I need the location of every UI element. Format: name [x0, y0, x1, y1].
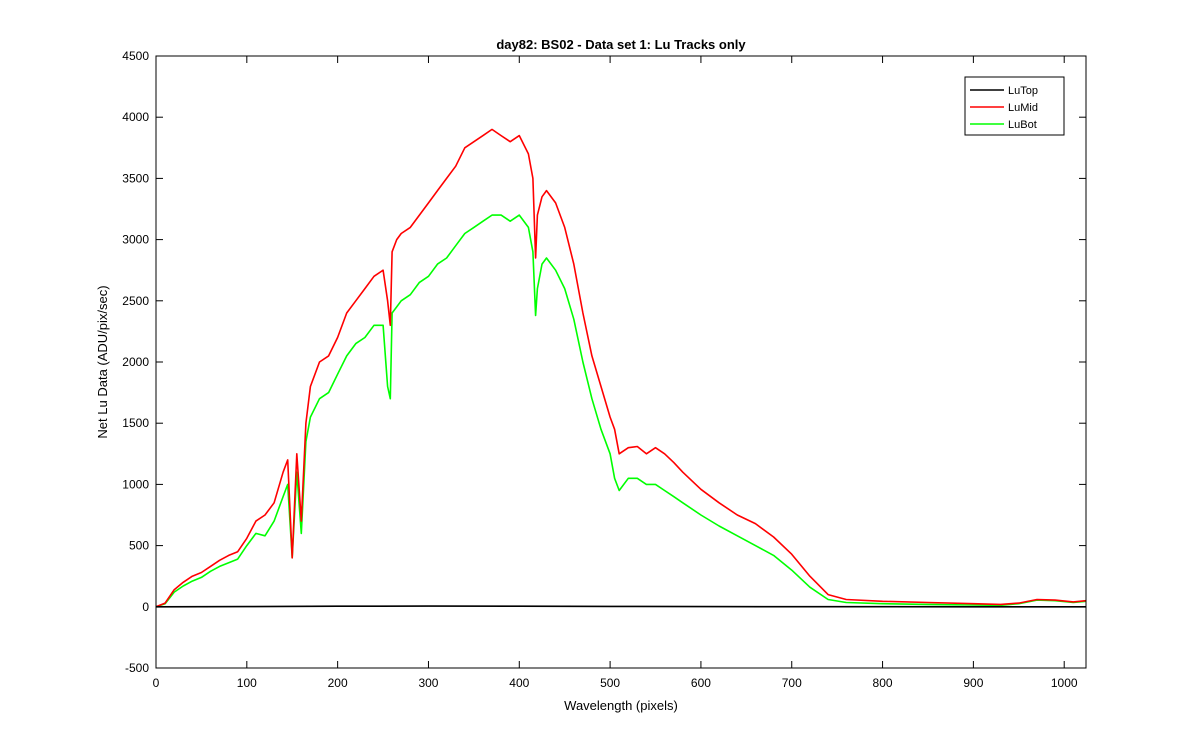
y-tick-label: 500 [129, 539, 149, 553]
x-axis-label: Wavelength (pixels) [564, 698, 678, 713]
x-tick-label: 700 [782, 676, 802, 690]
tick-layer: 0 100 200 300 400 500 600 700 800 900 1000 -500 0 500… [122, 49, 1086, 690]
chart-title: day82: BS02 - Data set 1: Lu Tracks only [496, 37, 746, 52]
x-tick-label: 500 [600, 676, 620, 690]
y-tick-label: 3500 [122, 171, 149, 185]
plot-area [156, 56, 1086, 668]
y-tick-label: 3000 [122, 233, 149, 247]
series-line-lubot [155, 214, 1087, 608]
legend: LuTop LuMid LuBot [964, 76, 1065, 136]
y-tick-label: 4500 [122, 49, 149, 63]
legend-label-lumid: LuMid [1008, 102, 1038, 114]
y-tick-label: 2500 [122, 294, 149, 308]
series-line-lutop [155, 605, 1086, 608]
y-tick-label: -500 [125, 661, 149, 675]
y-tick-label: 2000 [122, 355, 149, 369]
series-layer [155, 128, 1087, 608]
y-tick-label: 1500 [122, 416, 149, 430]
x-tick-label: 100 [237, 676, 257, 690]
x-tick-label: 600 [691, 676, 711, 690]
y-tick-label: 1000 [122, 477, 149, 491]
legend-label-lubot: LuBot [1008, 119, 1037, 131]
x-tick-label: 0 [153, 676, 160, 690]
x-tick-label: 400 [509, 676, 529, 690]
legend-box [964, 76, 1065, 136]
x-tick-label: 800 [873, 676, 893, 690]
y-tick-label: 4000 [122, 110, 149, 124]
x-tick-label: 900 [963, 676, 983, 690]
legend-label-lutop: LuTop [1008, 85, 1038, 97]
y-axis-label: Net Lu Data (ADU/pix/sec) [95, 285, 110, 438]
x-tick-label: 1000 [1051, 676, 1078, 690]
x-tick-label: 200 [328, 676, 348, 690]
y-tick-label: 0 [142, 600, 149, 614]
series-line-lumid [155, 128, 1087, 608]
x-tick-label: 300 [418, 676, 438, 690]
